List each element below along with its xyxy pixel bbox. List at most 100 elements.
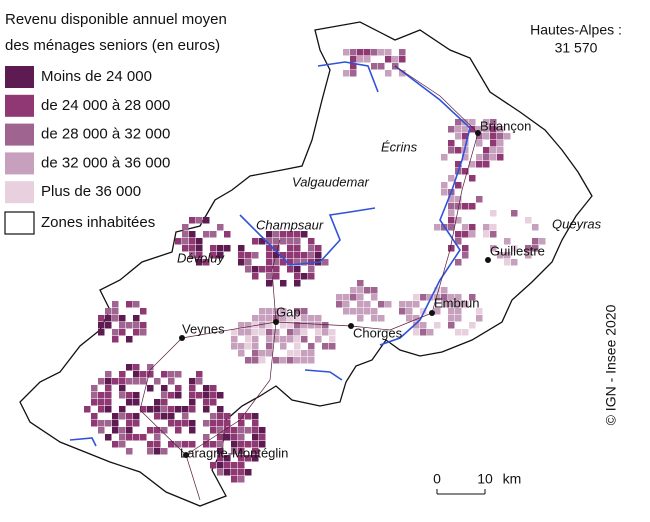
grid-cell — [259, 441, 266, 448]
grid-cell — [343, 301, 350, 308]
grid-cell — [455, 238, 462, 245]
grid-cell — [476, 161, 483, 168]
grid-cell — [469, 224, 476, 231]
grid-cell — [140, 434, 147, 441]
grid-cell — [455, 161, 462, 168]
grid-cell — [350, 63, 357, 70]
grid-cell — [252, 420, 259, 427]
grid-cell — [210, 427, 217, 434]
grid-cell — [189, 245, 196, 252]
town-label: Embrun — [434, 295, 480, 310]
grid-cell — [203, 406, 210, 413]
grid-cell — [105, 371, 112, 378]
grid-cell — [105, 434, 112, 441]
grid-cell — [301, 315, 308, 322]
towns — [179, 130, 491, 458]
grid-cell — [427, 329, 434, 336]
grid-cell — [224, 427, 231, 434]
grid-cell — [119, 413, 126, 420]
grid-cell — [224, 434, 231, 441]
grid-cell — [112, 413, 119, 420]
grid-cell — [294, 259, 301, 266]
grid-cell — [98, 427, 105, 434]
grid-cell — [217, 448, 224, 455]
grid-cell — [154, 378, 161, 385]
grid-cell — [497, 252, 504, 259]
legend-swatch — [4, 211, 35, 235]
grid-cell — [301, 231, 308, 238]
grid-cell — [119, 371, 126, 378]
grid-cell — [189, 231, 196, 238]
grid-cell — [259, 238, 266, 245]
grid-cell — [175, 441, 182, 448]
grid-cell — [147, 441, 154, 448]
grid-cell — [259, 315, 266, 322]
legend-label: de 28 000 à 32 000 — [41, 126, 170, 143]
legend-label: Zones inhabitées — [41, 214, 155, 231]
grid-cell — [539, 238, 546, 245]
grid-cell — [119, 441, 126, 448]
grid-cell — [357, 294, 364, 301]
grid-cell — [455, 308, 462, 315]
grid-cell — [210, 231, 217, 238]
grid-cell — [189, 441, 196, 448]
grid-cell — [301, 329, 308, 336]
grid-cell — [161, 448, 168, 455]
grid-cell — [364, 301, 371, 308]
grid-cell — [112, 308, 119, 315]
legend-label: Plus de 36 000 — [41, 183, 141, 200]
grid-cell — [525, 245, 532, 252]
grid-cell — [196, 378, 203, 385]
scale-label: 10 — [477, 471, 493, 487]
grid-cell — [266, 308, 273, 315]
grid-cell — [217, 224, 224, 231]
legend-swatch — [5, 94, 34, 117]
road — [271, 239, 281, 323]
grid-cell — [210, 420, 217, 427]
grid-cell — [259, 266, 266, 273]
grid-cell — [252, 350, 259, 357]
grid-cell — [406, 315, 413, 322]
grid-cell — [315, 329, 322, 336]
grid-cell — [490, 245, 497, 252]
grid-cell — [273, 245, 280, 252]
grid-cell — [175, 385, 182, 392]
grid-cell — [483, 161, 490, 168]
grid-cell — [182, 441, 189, 448]
grid-cell — [483, 119, 490, 126]
grid-cell — [245, 322, 252, 329]
grid-cell — [119, 427, 126, 434]
grid-cell — [182, 238, 189, 245]
grid-cell — [126, 392, 133, 399]
grid-cell — [476, 133, 483, 140]
grid-cell — [161, 427, 168, 434]
grid-cell — [406, 301, 413, 308]
town-dot — [179, 335, 185, 341]
grid-cell — [259, 308, 266, 315]
grid-cell — [140, 308, 147, 315]
grid-cell — [217, 406, 224, 413]
legend-title: des ménages seniors (en euros) — [5, 37, 220, 54]
grid-cell — [455, 329, 462, 336]
grid-cell — [203, 399, 210, 406]
legend-swatch — [5, 66, 34, 88]
grid-cell — [357, 315, 364, 322]
grid-cell — [126, 413, 133, 420]
grid-cell — [168, 371, 175, 378]
total-value: 31 570 — [555, 40, 598, 56]
grid-cell — [147, 406, 154, 413]
grid-cell — [504, 252, 511, 259]
grid-cell — [238, 455, 245, 462]
grid-cell — [245, 266, 252, 273]
grid-cell — [154, 427, 161, 434]
grid-cell — [273, 308, 280, 315]
rivers — [69, 61, 471, 447]
grid-cell — [112, 420, 119, 427]
grid-cell — [322, 259, 329, 266]
grid-cell — [420, 294, 427, 301]
grid-cell — [462, 140, 469, 147]
grid-cell — [98, 392, 105, 399]
grid-cell — [455, 294, 462, 301]
grid-cell — [98, 406, 105, 413]
grid-cell — [217, 469, 224, 476]
